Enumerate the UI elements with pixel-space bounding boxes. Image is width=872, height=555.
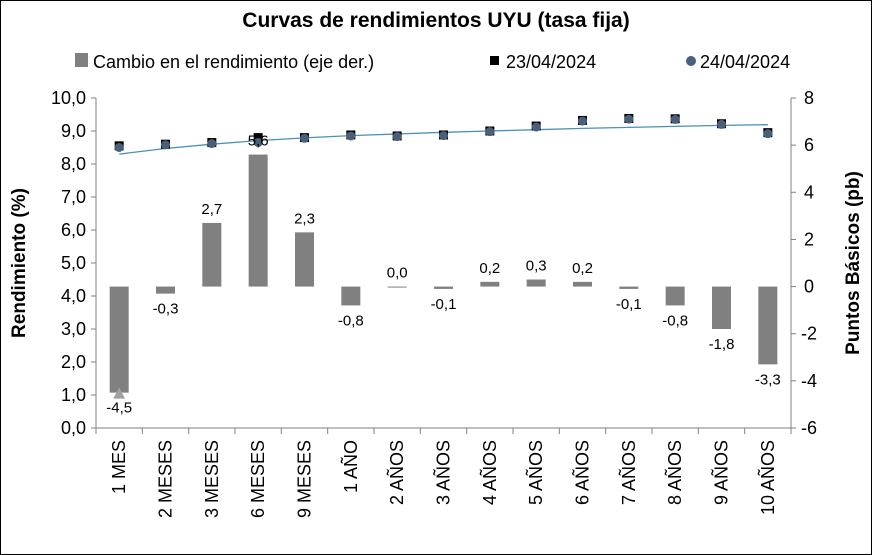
x-tick-label: 3 MESES: [202, 440, 222, 518]
bar: [156, 286, 175, 294]
axes: 0,0 1,0 2,0 3,0 4,0 5,0 6,0 7,0 8,0 9,0 10,0 -6 -4 -2…: [51, 88, 817, 518]
bar-data-label: 5,6: [248, 133, 269, 150]
bar: [434, 286, 453, 289]
marker-series: [113, 113, 773, 399]
marker-2304: [253, 133, 263, 143]
x-tick-label: 6 AÑOS: [572, 440, 593, 505]
y-left-tick-label: 5,0: [61, 253, 86, 273]
y-axis-left-title: Rendimiento (%): [9, 188, 30, 338]
x-tick-label: 6 MESES: [248, 440, 268, 518]
y-right-tick-label: -6: [801, 418, 817, 438]
x-tick-label: 2 MESES: [156, 440, 176, 518]
bar-data-label: -0,8: [662, 312, 688, 329]
bar: [109, 286, 129, 393]
marker-2404: [346, 131, 356, 141]
y-right-tick-label: 6: [804, 135, 814, 155]
x-tick-label: 2 AÑOS: [386, 440, 407, 505]
x-tick-label: 10 AÑOS: [757, 440, 778, 515]
y-right-tick-label: -4: [801, 371, 817, 391]
y-left-tick-label: 3,0: [61, 319, 86, 339]
marker-2404: [161, 140, 170, 150]
y-left-tick-label: 6,0: [61, 220, 86, 240]
bar: [619, 286, 639, 289]
marker-2404: [253, 138, 263, 148]
legend-swatch-2404: [686, 56, 696, 66]
bar: [341, 286, 361, 306]
bar: [248, 154, 268, 287]
y-right-tick-label: 4: [804, 182, 814, 202]
marker-2404: [485, 127, 495, 137]
bar-data-label: 0,0: [387, 265, 408, 282]
legend-label-2404: 24/04/2024: [700, 52, 790, 72]
bar-data-label: -3,3: [755, 371, 781, 388]
x-tick-label: 7 AÑOS: [618, 440, 639, 505]
chart-title: Curvas de rendimientos UYU (tasa fija): [242, 9, 629, 32]
bar-data-label: -4,5: [106, 400, 132, 417]
bar: [573, 281, 592, 287]
bar-data-label: -0,1: [431, 296, 457, 313]
y-axis-right-title: Puntos Básicos (pb): [843, 171, 864, 355]
legend-swatch-2304: [490, 56, 499, 65]
bar-data-label: 0,2: [479, 260, 500, 277]
y-left-tick-label: 10,0: [51, 88, 86, 108]
marker-2404: [531, 122, 541, 132]
y-right-tick-label: 2: [804, 229, 814, 249]
marker-2404: [624, 114, 634, 124]
y-left-tick-label: 1,0: [61, 385, 86, 405]
y-left-tick-label: 4,0: [61, 286, 86, 306]
marker-2404: [439, 131, 448, 141]
y-left-tick-label: 2,0: [61, 352, 86, 372]
bar-data-label: 0,2: [572, 260, 593, 277]
bar-data-label: -0,1: [616, 296, 642, 313]
marker-2404: [578, 116, 587, 126]
bar-data-label: 2,3: [294, 210, 315, 227]
y-right-tick-label: -2: [801, 324, 817, 344]
bar: [526, 279, 546, 287]
marker-2404: [763, 129, 773, 139]
x-tick-label: 5 AÑOS: [525, 440, 546, 505]
x-tick-label: 8 AÑOS: [664, 440, 685, 505]
marker-2404: [114, 143, 124, 152]
y-right-tick-label: 8: [804, 88, 814, 108]
y-left-tick-label: 0,0: [61, 418, 86, 438]
bar: [665, 286, 685, 306]
bar-data-label: 0,3: [526, 258, 547, 275]
legend-label-bars: Cambio en el rendimiento (eje der.): [93, 52, 374, 72]
bar: [295, 232, 314, 287]
marker-2404: [717, 119, 726, 129]
y-right-tick-label: 0: [804, 277, 814, 297]
bar-series: [109, 154, 778, 393]
marker-2404: [207, 139, 217, 149]
bar-data-label: -0,8: [338, 312, 364, 329]
bar-data-label: -1,8: [709, 336, 735, 353]
bar-data-label: 2,7: [201, 201, 222, 218]
x-tick-label: 1 AÑO: [340, 440, 361, 493]
y-left-tick-label: 9,0: [61, 121, 86, 141]
legend-label-2304: 23/04/2024: [506, 52, 596, 72]
x-tick-label: 9 MESES: [295, 440, 315, 518]
marker-2404: [300, 133, 309, 143]
y-left-tick-label: 7,0: [61, 187, 86, 207]
bar: [202, 222, 222, 287]
bar: [712, 286, 731, 329]
marker-2404: [392, 132, 402, 142]
marker-2404: [670, 114, 680, 124]
data-labels: -4,5 -0,3 2,7 5,6 2,3 -0,8 0,0 -0,1 0,2 0,3 0,2 -0,…: [106, 133, 781, 417]
x-tick-label: 9 AÑOS: [711, 440, 732, 505]
annotation-triangle: [113, 387, 126, 399]
bar: [758, 286, 778, 365]
legend-swatch-bars: [75, 53, 88, 67]
bar: [480, 281, 500, 287]
legend: Cambio en el rendimiento (eje der.) 23/0…: [75, 52, 790, 72]
bar: [387, 286, 407, 288]
y-left-tick-label: 8,0: [61, 154, 86, 174]
x-tick-label: 4 AÑOS: [479, 440, 500, 505]
x-tick-label: 1 MES: [109, 440, 129, 494]
x-tick-label: 3 AÑOS: [433, 440, 454, 505]
bar-data-label: -0,3: [153, 301, 179, 318]
